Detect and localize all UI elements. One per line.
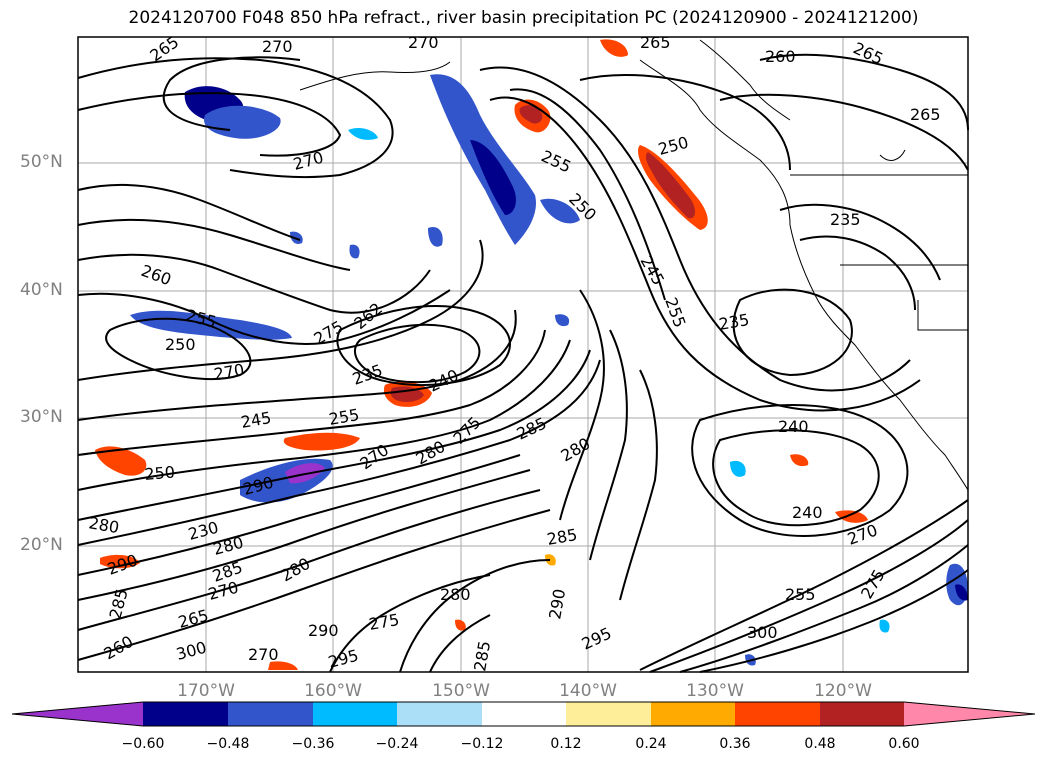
colorbar-tick-label: 0.48 (804, 736, 836, 752)
lat-label-40n: 40°N (20, 280, 63, 300)
lon-label-150w: 150°W (432, 681, 490, 701)
contour-label: 280 (440, 585, 471, 604)
lon-label-160w: 160°W (304, 681, 362, 701)
contour-label: 250 (144, 462, 176, 484)
contour-label: 240 (778, 417, 809, 436)
gridlines (78, 37, 968, 672)
lat-label-50n: 50°N (20, 152, 63, 172)
lat-label-20n: 20°N (20, 535, 63, 555)
contour-label: 270 (248, 645, 279, 664)
contour-label: 265 (640, 33, 671, 52)
colorbar-bin (313, 702, 397, 726)
colorbar-tick-label: 0.12 (550, 736, 582, 752)
colorbar (11, 701, 1036, 727)
colorbar-tick-label: −0.60 (121, 736, 165, 752)
colorbar-bin (735, 702, 820, 726)
refractivity-contours (77, 53, 969, 673)
contour-label: 265 (910, 105, 941, 124)
lon-label-120w: 120°W (814, 681, 872, 701)
colorbar-extend-low (12, 702, 143, 726)
lon-label-170w: 170°W (177, 681, 235, 701)
contour-label: 270 (262, 37, 293, 56)
map-border (77, 36, 969, 673)
lon-label-140w: 140°W (559, 681, 617, 701)
colorbar-tick-label: 0.36 (719, 736, 751, 752)
colorbar-bin (651, 702, 735, 726)
contour-label: 300 (747, 623, 778, 642)
contour-label: 260 (765, 47, 796, 66)
colorbar-tick-label: 0.24 (635, 736, 667, 752)
colorbar-bin (566, 702, 651, 726)
colorbar-tick-label: −0.36 (291, 736, 335, 752)
contour-label: 240 (792, 503, 823, 522)
contour-label: 255 (785, 585, 816, 604)
colorbar-bin (228, 702, 313, 726)
map-plot-area (78, 37, 968, 672)
precipitation-shading (95, 39, 968, 670)
colorbar-bin (482, 702, 566, 726)
colorbar-bin (820, 702, 904, 726)
lon-label-130w: 130°W (686, 681, 744, 701)
colorbar-bin (143, 702, 228, 726)
contour-label: 235 (830, 210, 861, 229)
map-title: 2024120700 F048 850 hPa refract., river … (128, 8, 919, 28)
contour-label: 270 (408, 33, 439, 52)
colorbar-tick-label: 0.60 (888, 736, 920, 752)
colorbar-extend-high (904, 702, 1035, 726)
lat-label-30n: 30°N (20, 407, 63, 427)
coastlines (299, 39, 969, 491)
contour-label: 250 (165, 335, 196, 354)
colorbar-tick-label: −0.48 (206, 736, 250, 752)
contour-label: 290 (308, 621, 339, 640)
colorbar-bin (397, 702, 482, 726)
colorbar-tick-label: −0.12 (460, 736, 504, 752)
colorbar-tick-label: −0.24 (375, 736, 419, 752)
